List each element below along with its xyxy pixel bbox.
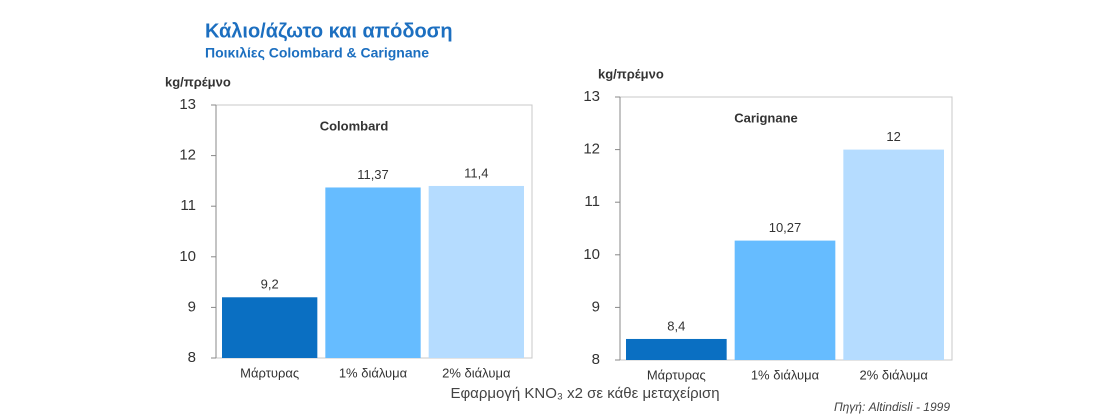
y-tick-label: 8 <box>592 351 600 368</box>
value-label: 9,2 <box>261 277 279 292</box>
y-tick-label: 13 <box>583 88 600 105</box>
x-tick-label: 1% διάλυμα <box>751 367 820 382</box>
y-tick-label: 11 <box>180 197 196 214</box>
y-tick-label: 10 <box>583 246 600 263</box>
value-label: 11,37 <box>357 167 389 182</box>
value-label: 11,4 <box>464 165 488 180</box>
y-tick-label: 8 <box>188 349 196 366</box>
x-tick-label: 1% διάλυμα <box>339 365 408 380</box>
bar <box>325 187 421 358</box>
value-label: 12 <box>886 129 900 144</box>
bar <box>626 338 727 360</box>
bar <box>843 149 944 360</box>
x-axis-title: Εφαρμογή KNO₃ x2 σε κάθε μεταχείριση <box>450 385 719 402</box>
y-tick-label: 10 <box>179 248 196 265</box>
y-axis-title: kg/πρέμνο <box>598 66 664 81</box>
x-tick-label: Μάρτυρας <box>240 365 299 380</box>
value-label: 10,27 <box>769 220 802 235</box>
bar <box>734 240 836 360</box>
value-label: 8,4 <box>667 318 685 333</box>
y-tick-label: 9 <box>592 298 600 315</box>
bar <box>222 297 318 358</box>
y-tick-label: 12 <box>583 141 600 158</box>
source-note: Πηγή: Altindisli - 1999 <box>834 400 950 414</box>
x-tick-label: 2% διάλυμα <box>859 367 928 382</box>
y-tick-label: 12 <box>179 147 196 164</box>
y-tick-label: 9 <box>188 298 196 315</box>
page-title: Κάλιο/άζωτο και απόδοση <box>205 20 453 42</box>
y-tick-label: 11 <box>584 193 600 210</box>
y-axis-title: kg/πρέμνο <box>165 74 231 89</box>
chart-label: Colombard <box>320 118 389 133</box>
x-tick-label: Μάρτυρας <box>647 367 706 382</box>
y-tick-label: 13 <box>179 96 196 113</box>
bar <box>428 185 524 358</box>
page-subtitle: Ποικιλίες Colombard & Carignane <box>205 45 429 61</box>
chart-label: Carignane <box>734 110 798 125</box>
x-tick-label: 2% διάλυμα <box>442 365 511 380</box>
